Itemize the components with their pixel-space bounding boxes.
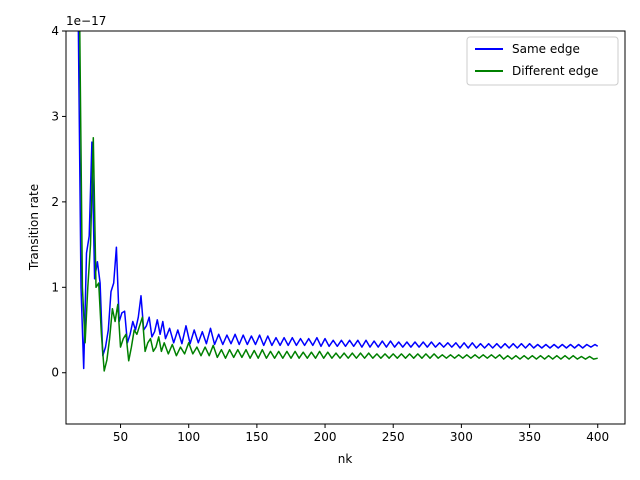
x-axis-label: nk bbox=[338, 452, 353, 466]
legend-box bbox=[466, 36, 619, 86]
x-tick-label: 150 bbox=[245, 430, 268, 444]
series-line-same-edge bbox=[77, 31, 599, 370]
y-tick-label: 3 bbox=[51, 109, 59, 123]
x-tick-label: 350 bbox=[518, 430, 541, 444]
legend: Same edge Different edge bbox=[466, 36, 619, 86]
y-tick-label: 0 bbox=[51, 366, 59, 380]
x-tick-label: 300 bbox=[450, 430, 473, 444]
plot-area bbox=[66, 31, 625, 424]
y-axis: 0 1 2 3 4 bbox=[51, 24, 66, 380]
legend-label-different-edge: Different edge bbox=[512, 64, 598, 78]
series-layer bbox=[77, 31, 599, 372]
y-axis-label: Transition rate bbox=[27, 184, 41, 271]
y-offset-text: 1e−17 bbox=[66, 14, 106, 28]
y-tick-label: 2 bbox=[51, 195, 59, 209]
x-tick-label: 100 bbox=[177, 430, 200, 444]
y-tick-label: 4 bbox=[51, 24, 59, 38]
axes-frame bbox=[65, 30, 626, 425]
x-tick-label: 200 bbox=[314, 430, 337, 444]
x-tick-label: 250 bbox=[382, 430, 405, 444]
x-tick-label: 50 bbox=[113, 430, 128, 444]
x-tick-label: 400 bbox=[586, 430, 609, 444]
y-tick-label: 1 bbox=[51, 280, 59, 294]
x-axis: 50 100 150 200 250 300 350 400 bbox=[113, 424, 609, 444]
legend-label-same-edge: Same edge bbox=[512, 42, 580, 56]
series-line-different-edge bbox=[79, 31, 598, 372]
